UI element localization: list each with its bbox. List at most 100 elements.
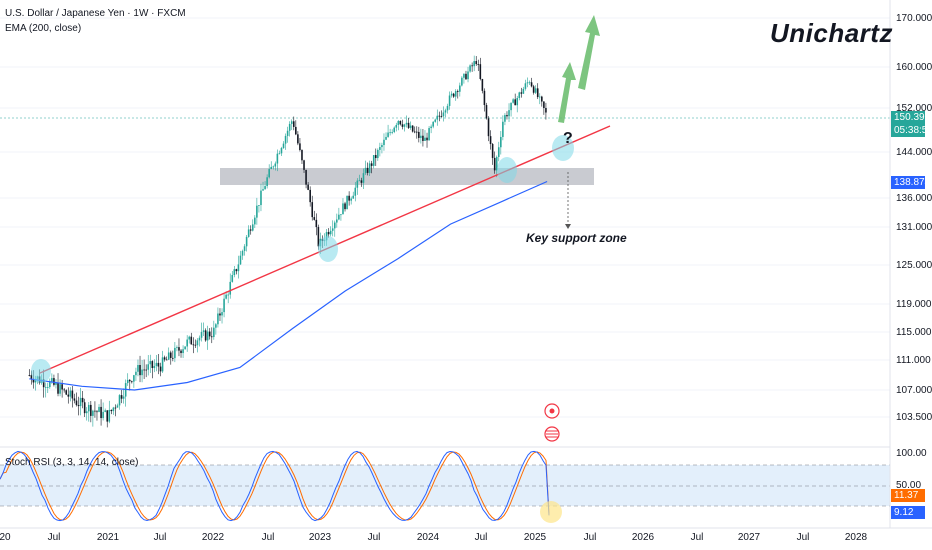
candle-body [143, 369, 145, 371]
candle-body [63, 389, 65, 391]
candle-body [120, 395, 123, 399]
candle-body [524, 83, 527, 89]
candle-body [270, 166, 273, 170]
candle-body [188, 336, 191, 340]
candle-body [200, 331, 203, 338]
candle-body [356, 180, 359, 188]
candle-body [479, 64, 482, 79]
candle-body [139, 365, 141, 376]
candle-body [426, 137, 428, 141]
candle-body [348, 195, 350, 201]
time-tick: Jul [474, 532, 488, 543]
candle-body [415, 131, 418, 133]
candle-body [28, 375, 31, 376]
candle-body [102, 411, 104, 419]
candle-body [104, 410, 106, 412]
price-tick: 170.000 [896, 13, 932, 24]
candle-body [440, 116, 443, 117]
candle-body [243, 246, 246, 251]
candle-body [364, 167, 367, 174]
candle-body [237, 264, 240, 272]
target-highlight [552, 135, 574, 161]
candle-body [389, 132, 391, 134]
candle-body [286, 130, 289, 136]
event-icon-1[interactable] [544, 403, 560, 419]
candle-body [290, 121, 293, 124]
candle-body [79, 397, 82, 407]
candle-body [178, 347, 180, 351]
candle-body [276, 153, 279, 164]
candle-body [520, 92, 523, 94]
candle-body [502, 121, 504, 137]
candle-body [61, 384, 63, 390]
candle-body [258, 205, 260, 206]
candle-body [198, 337, 201, 341]
candle-body [381, 145, 383, 148]
candle-body [331, 228, 334, 231]
candle-body [459, 85, 461, 92]
candle-body [208, 331, 211, 337]
candle-body [245, 236, 248, 247]
candle-body [305, 169, 307, 185]
candle-body [213, 327, 215, 338]
candle-body [65, 390, 68, 395]
price-tick: 152.000 [896, 103, 932, 114]
price-tick: 160.000 [896, 62, 932, 73]
time-tick: Jul [583, 532, 597, 543]
time-tick: 2026 [631, 532, 655, 543]
candle-body [268, 169, 270, 178]
candle-body [59, 384, 61, 394]
candle-body [110, 409, 113, 412]
candle-body [497, 147, 500, 157]
candle-body [344, 203, 346, 210]
candle-body [485, 105, 488, 119]
candle-body [516, 98, 519, 106]
candle-body [489, 136, 492, 145]
candle-body [131, 381, 133, 383]
candle-body [53, 378, 55, 385]
time-tick: Jul [796, 532, 810, 543]
candle-body [149, 361, 152, 365]
candle-body [126, 379, 129, 384]
candle-body [504, 115, 506, 122]
candle-body [399, 120, 402, 125]
candle-body [219, 313, 221, 316]
candle-body [541, 96, 543, 102]
candle-body [137, 365, 139, 372]
time-tick: Jul [47, 532, 61, 543]
candle-body [543, 101, 545, 109]
candle-body [454, 91, 457, 97]
candle-body [522, 88, 525, 94]
candle-body [338, 214, 340, 220]
candle-body [280, 148, 283, 154]
candle-body [30, 375, 33, 380]
candle-body [272, 166, 275, 168]
rsi-tick: 100.00 [896, 448, 927, 459]
time-tick: 2028 [844, 532, 868, 543]
ema-legend[interactable]: EMA (200, close) [5, 23, 82, 34]
symbol-title[interactable]: U.S. Dollar / Japanese Yen · 1W · FXCM [5, 8, 186, 19]
candle-body [403, 124, 406, 127]
candle-body [292, 121, 295, 127]
time-tick: 2024 [416, 532, 440, 543]
candle-body [495, 156, 498, 171]
candle-body [241, 250, 244, 256]
ema-200-line [29, 180, 548, 391]
us-flag-icon[interactable] [544, 426, 560, 442]
candle-body [493, 157, 496, 171]
candle-body [122, 396, 125, 399]
candle-body [500, 136, 502, 148]
candle-body [467, 71, 469, 80]
candle-body [438, 115, 441, 117]
candle-body [172, 357, 174, 359]
candle-body [184, 346, 186, 350]
candle-body [333, 222, 336, 229]
candle-body [336, 219, 338, 223]
candle-body [340, 214, 342, 216]
candle-body [155, 362, 158, 367]
stoch-rsi-legend[interactable]: Stoch RSI (3, 3, 14, 14, close) [5, 457, 139, 468]
candles [28, 55, 547, 428]
candle-body [315, 219, 318, 228]
candle-body [534, 88, 537, 93]
